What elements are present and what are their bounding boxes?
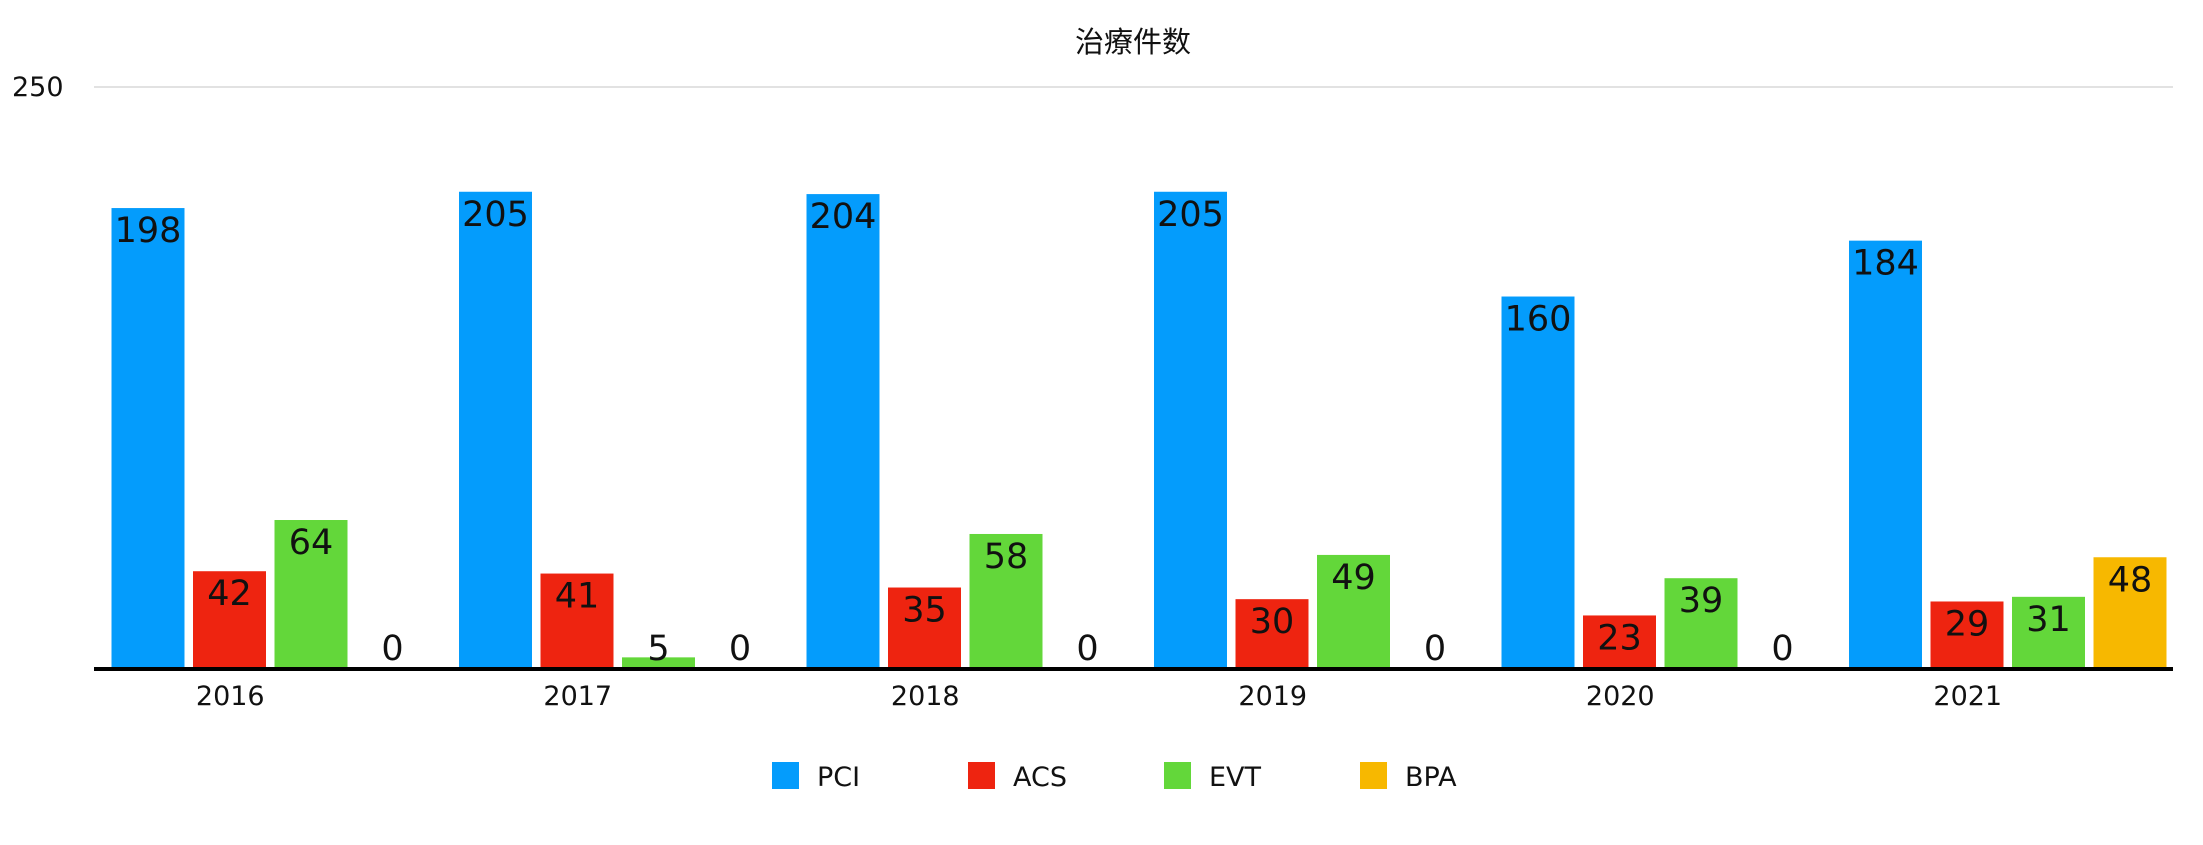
legend-label-pci: PCI (817, 762, 860, 793)
data-label: 204 (810, 197, 877, 237)
data-label: 0 (1771, 629, 1793, 669)
x-tick-label: 2016 (196, 681, 265, 712)
bar-evt-2018 (969, 533, 1043, 669)
x-tick-label: 2019 (1238, 681, 1307, 712)
data-label: 48 (2108, 560, 2153, 600)
legend-swatch-bpa (1360, 762, 1387, 789)
bar-pci-2019 (1154, 191, 1227, 669)
bar-pci-2018 (806, 194, 880, 669)
x-tick-label: 2020 (1586, 681, 1655, 712)
data-label: 42 (207, 574, 252, 614)
bar-evt-2019 (1317, 554, 1390, 669)
data-label: 198 (115, 211, 182, 251)
data-label: 35 (902, 591, 947, 631)
bar-acs-2021 (1930, 601, 2004, 669)
data-label: 205 (462, 195, 529, 235)
data-label: 5 (647, 629, 669, 669)
data-label: 41 (555, 577, 600, 617)
data-label: 58 (984, 537, 1029, 577)
legend-label-acs: ACS (1013, 762, 1067, 793)
data-labels: 198 42 64 0 205 41 5 0 204 35 58 0 205 30 49 0 160 23 39 0 1… (115, 195, 2153, 669)
y-tick-label: 250 (12, 72, 64, 103)
x-tick-label: 2021 (1933, 681, 2002, 712)
bar-evt-2020 (1664, 578, 1738, 669)
bar-acs-2016 (193, 571, 266, 669)
data-label: 0 (729, 629, 751, 669)
legend-swatch-evt (1164, 762, 1191, 789)
bar-evt-2021 (2012, 596, 2085, 669)
bar-bpa-2021 (2093, 557, 2167, 669)
bar-pci-2021 (1849, 240, 1922, 669)
data-label: 0 (381, 629, 403, 669)
bar-acs-2017 (540, 573, 614, 669)
data-label: 30 (1250, 602, 1295, 642)
legend-label-bpa: BPA (1405, 762, 1457, 793)
bar-acs-2019 (1235, 599, 1309, 669)
bars (111, 191, 2167, 669)
data-label: 205 (1157, 195, 1224, 235)
data-label: 49 (1331, 558, 1376, 598)
data-label: 23 (1597, 618, 1642, 658)
legend-label-evt: EVT (1209, 762, 1262, 793)
legend-swatch-acs (968, 762, 995, 789)
bar-pci-2017 (459, 191, 532, 669)
legend-swatch-pci (772, 762, 799, 789)
data-label: 29 (1945, 604, 1990, 644)
data-label: 0 (1076, 629, 1098, 669)
bar-acs-2020 (1583, 615, 1656, 669)
data-label: 184 (1852, 244, 1919, 284)
bar-pci-2016 (111, 208, 185, 669)
bar-evt-2016 (274, 520, 348, 669)
data-label: 31 (2026, 600, 2071, 640)
data-label: 160 (1505, 300, 1572, 340)
bar-evt-2017 (622, 657, 695, 669)
x-tick-label: 2017 (543, 681, 612, 712)
legend: PCI ACS EVT BPA (772, 762, 1457, 793)
data-label: 39 (1679, 581, 1724, 621)
bar-acs-2018 (888, 587, 961, 669)
chart-title: 治療件数 (1075, 25, 1191, 59)
y-axis-ticks: 250 (12, 72, 64, 103)
x-axis-ticks: 2016 2017 2018 2019 2020 2021 (196, 681, 2002, 712)
data-label: 64 (289, 523, 334, 563)
x-tick-label: 2018 (891, 681, 960, 712)
data-label: 0 (1424, 629, 1446, 669)
bar-pci-2020 (1501, 296, 1575, 669)
